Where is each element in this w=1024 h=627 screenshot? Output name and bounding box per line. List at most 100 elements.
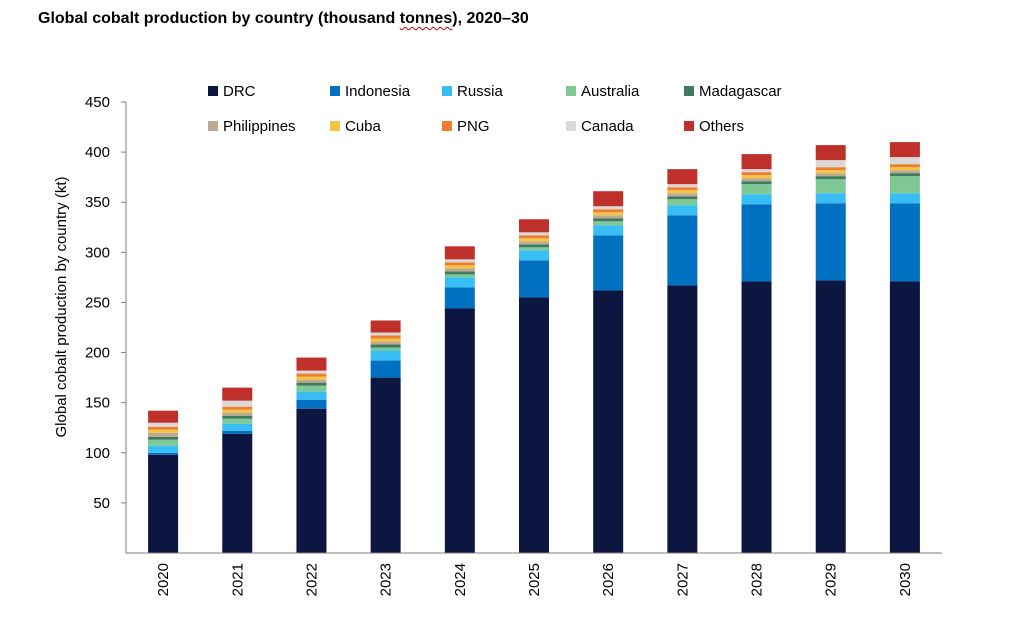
bar-segment-others (148, 410, 179, 423)
bar-segment-png (222, 406, 253, 410)
bar-segment-canada (593, 206, 624, 210)
y-tick-label: 150 (85, 395, 110, 412)
bar-stack-2020 (148, 410, 179, 553)
bar-segment-png (519, 235, 549, 239)
bar-segment-drc (370, 377, 401, 553)
bar-segment-cuba (222, 409, 253, 413)
bar-stack-2026 (593, 191, 624, 553)
x-tick-label: 2022 (303, 563, 320, 596)
bar-segment-philippines (667, 193, 698, 197)
legend-item-cuba: Cuba (330, 118, 382, 135)
y-axis-title: Global cobalt production by country (kt) (53, 177, 70, 438)
x-tick-label: 2026 (600, 563, 617, 596)
bar-segment-russia (741, 194, 772, 205)
y-tick-label: 250 (85, 294, 110, 311)
bar-segment-madagascar (444, 271, 475, 275)
bar-segment-philippines (296, 379, 327, 383)
bar-segment-indonesia (667, 215, 698, 286)
bar-segment-australia (667, 199, 698, 206)
legend-label: Madagascar (699, 83, 782, 100)
legend-swatch (566, 121, 576, 131)
x-tick-label: 2020 (155, 563, 172, 596)
bar-segment-others (296, 357, 327, 371)
bar-segment-others (667, 169, 698, 185)
bar-segment-russia (444, 277, 475, 288)
bar-segment-australia (741, 184, 772, 195)
legend-item-png: PNG (442, 118, 490, 135)
bar-segment-indonesia (815, 203, 846, 281)
legend-label: Others (699, 118, 744, 135)
bar-segment-russia (370, 350, 401, 361)
bar-segment-madagascar (296, 382, 327, 386)
bar-segment-drc (593, 290, 624, 553)
bar-segment-indonesia (519, 260, 549, 298)
bar-segment-australia (593, 221, 624, 226)
bar-segment-philippines (444, 268, 475, 272)
bar-segment-australia (519, 247, 549, 251)
bar-segment-cuba (667, 190, 698, 194)
bar-segment-png (741, 172, 772, 176)
bar-stack-2022 (296, 357, 327, 553)
bar-segment-philippines (741, 178, 772, 182)
bar-segment-drc (815, 280, 846, 553)
bar-segment-philippines (519, 241, 549, 245)
bar-segment-png (296, 373, 327, 377)
bar-segment-others (889, 142, 920, 158)
bar-segment-indonesia (444, 287, 475, 309)
bar-segment-russia (222, 423, 253, 431)
bar-segment-australia (444, 274, 475, 278)
bar-segment-drc (148, 454, 179, 553)
bar-segment-philippines (370, 341, 401, 345)
bars (148, 142, 920, 553)
chart-title: Global cobalt production by country (tho… (38, 10, 529, 28)
bar-segment-png (148, 426, 179, 430)
legend-item-madagascar: Madagascar (684, 83, 782, 100)
bar-segment-indonesia (148, 452, 179, 455)
chart-title-part: Global cobalt production by country (tho… (38, 10, 400, 27)
bar-segment-png (593, 209, 624, 213)
bar-segment-drc (519, 297, 549, 553)
y-axis: 50 100 150 200 250 300 350 400 450 (85, 94, 127, 553)
bar-segment-philippines (815, 173, 846, 177)
bar-segment-indonesia (889, 203, 920, 282)
x-tick-label: 2021 (229, 563, 246, 596)
x-tick-label: 2029 (823, 563, 840, 596)
bar-stack-2025 (519, 219, 549, 553)
legend-label: PNG (457, 118, 490, 135)
legend-swatch (684, 86, 694, 96)
bar-segment-cuba (519, 238, 549, 242)
legend-item-canada: Canada (566, 118, 634, 135)
x-tick-label: 2027 (674, 563, 691, 596)
bar-segment-russia (593, 225, 624, 236)
bar-segment-australia (148, 439, 179, 446)
legend-label: DRC (223, 83, 256, 100)
bar-stack-2023 (370, 320, 401, 553)
bar-segment-png (370, 335, 401, 339)
legend-swatch (442, 121, 452, 131)
legend-item-drc: DRC (208, 83, 256, 100)
bar-segment-indonesia (296, 399, 327, 409)
bar-segment-canada (296, 370, 327, 374)
bar-segment-russia (296, 391, 327, 400)
bar-segment-others (370, 320, 401, 333)
bar-stack-2028 (741, 154, 772, 553)
bar-segment-russia (815, 193, 846, 204)
x-axis: 2020 2021 2022 2023 2024 2025 2026 2027 2028 2029… (126, 552, 942, 596)
bar-segment-canada (815, 160, 846, 168)
bar-segment-others (444, 246, 475, 260)
x-tick-label: 2023 (378, 563, 395, 596)
x-tick-label: 2025 (526, 563, 543, 596)
legend: DRC Indonesia Russia Australia Madagascar Phi… (208, 83, 782, 135)
bar-segment-philippines (593, 215, 624, 219)
bar-segment-australia (889, 176, 920, 194)
y-tick-label: 100 (85, 445, 110, 462)
bar-segment-australia (370, 347, 401, 351)
bar-segment-drc (667, 285, 698, 553)
bar-segment-russia (889, 193, 920, 204)
legend-label: Australia (581, 83, 640, 100)
bar-segment-png (444, 262, 475, 266)
bar-segment-madagascar (741, 181, 772, 185)
bar-segment-philippines (148, 432, 179, 437)
bar-segment-drc (296, 408, 327, 553)
